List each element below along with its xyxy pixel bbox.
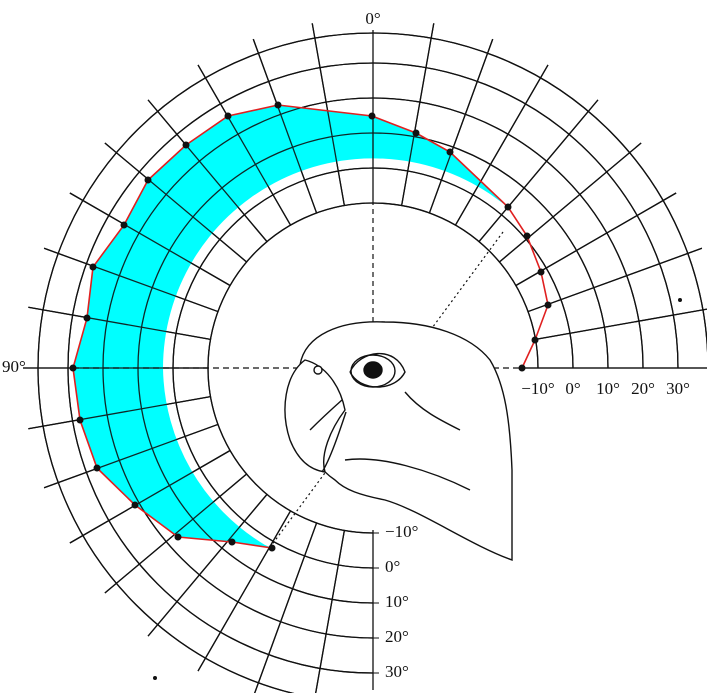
bottom-scale-label: 30° <box>385 662 409 681</box>
right-scale-label: 30° <box>666 379 690 398</box>
boundary-point <box>532 337 539 344</box>
boundary-point <box>538 269 545 276</box>
boundary-point <box>121 222 128 229</box>
right-scale: −10° 0° 10° 20° 30° <box>521 379 690 398</box>
boundary-point <box>229 539 236 546</box>
boundary-point <box>275 102 282 109</box>
boundary-point <box>269 545 276 552</box>
boundary-point <box>77 417 84 424</box>
boundary-point <box>447 149 454 156</box>
top-label: 0° <box>365 9 380 28</box>
right-scale-label: 10° <box>596 379 620 398</box>
spoke <box>535 307 707 339</box>
boundary-point <box>524 233 531 240</box>
boundary-point <box>90 264 97 271</box>
boundary-point <box>84 315 91 322</box>
spoke <box>312 530 344 693</box>
spoke <box>402 23 434 205</box>
speck <box>678 298 682 302</box>
spoke <box>499 143 641 262</box>
diagram: 0° 90° −10° 0° 10° 20° 30° −10° 0° 10° 20° 30° <box>0 0 707 693</box>
spoke <box>479 100 598 242</box>
boundary-point <box>505 204 512 211</box>
bottom-scale-label: −10° <box>385 522 418 541</box>
boundary-point <box>183 142 190 149</box>
right-scale-label: −10° <box>521 379 554 398</box>
speck <box>153 676 157 680</box>
boundary-point <box>369 113 376 120</box>
boundary-point <box>545 302 552 309</box>
boundary-point <box>132 502 139 509</box>
bottom-scale-label: 10° <box>385 592 409 611</box>
visual-field-diagram: 0° 90° −10° 0° 10° 20° 30° −10° 0° 10° 20° 30° <box>0 0 707 693</box>
boundary-point <box>225 113 232 120</box>
bottom-scale-label: 20° <box>385 627 409 646</box>
spoke <box>528 248 702 311</box>
right-scale-label: 20° <box>631 379 655 398</box>
boundary-point <box>94 465 101 472</box>
bottom-scale: −10° 0° 10° 20° 30° <box>367 522 418 681</box>
boundary-point <box>145 177 152 184</box>
left-label: 90° <box>2 357 26 376</box>
spoke <box>253 523 316 693</box>
bottom-scale-label: 0° <box>385 557 400 576</box>
boundary-point <box>413 130 420 137</box>
right-scale-label: 0° <box>565 379 580 398</box>
boundary-point <box>175 534 182 541</box>
